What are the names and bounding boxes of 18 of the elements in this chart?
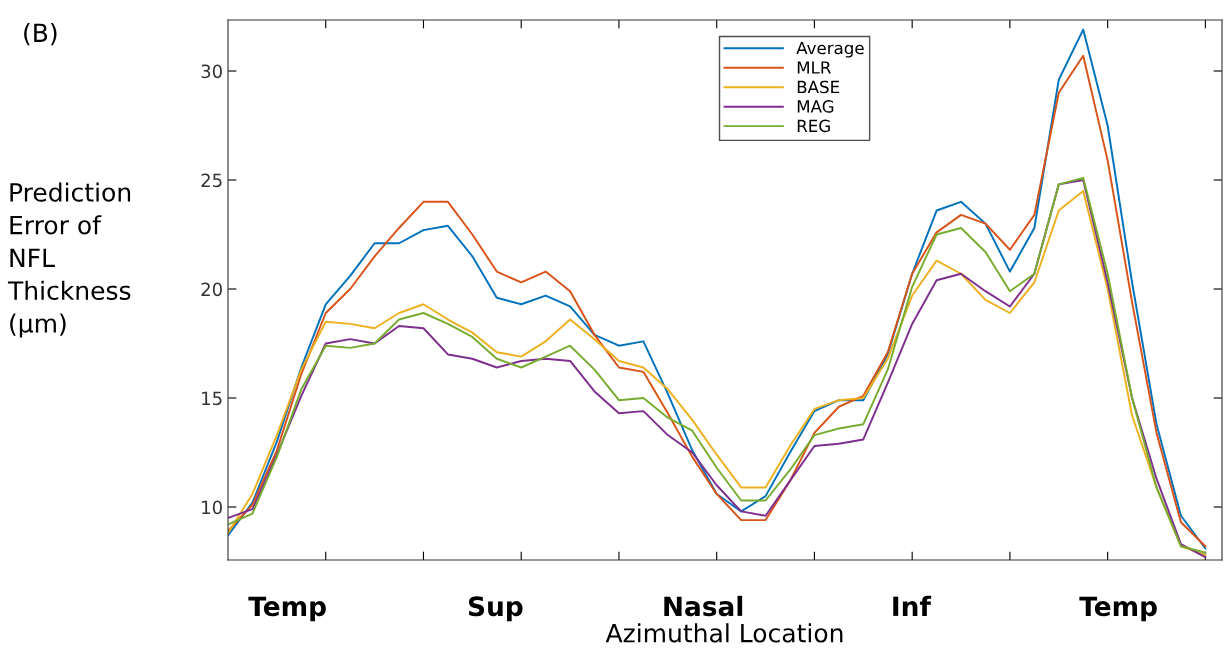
chart-title: (B) (24, 22, 57, 46)
y-tick-label: 15 (202, 391, 222, 406)
legend-label: REG (797, 119, 830, 133)
legend-label: MAG (797, 100, 834, 113)
x-axis-title: Azimuthal Location (605, 623, 843, 643)
y-tick-label: 10 (202, 500, 222, 515)
y-axis-title: Prediction Error of NFL Thickness (μm) (7, 182, 131, 338)
legend-label: Average (796, 41, 864, 58)
legend-label: BASE (797, 80, 840, 94)
text: Temp (1079, 596, 1157, 622)
text: Sup (468, 596, 523, 622)
legend-label: MLR (797, 61, 831, 74)
y-tick-label: 30 (201, 64, 222, 79)
y-tick-label: 20 (201, 282, 222, 297)
y-tick-label: 25 (201, 173, 222, 188)
text: Nasal (664, 595, 743, 617)
text: Inf (893, 595, 932, 616)
text: Temp (248, 596, 326, 622)
